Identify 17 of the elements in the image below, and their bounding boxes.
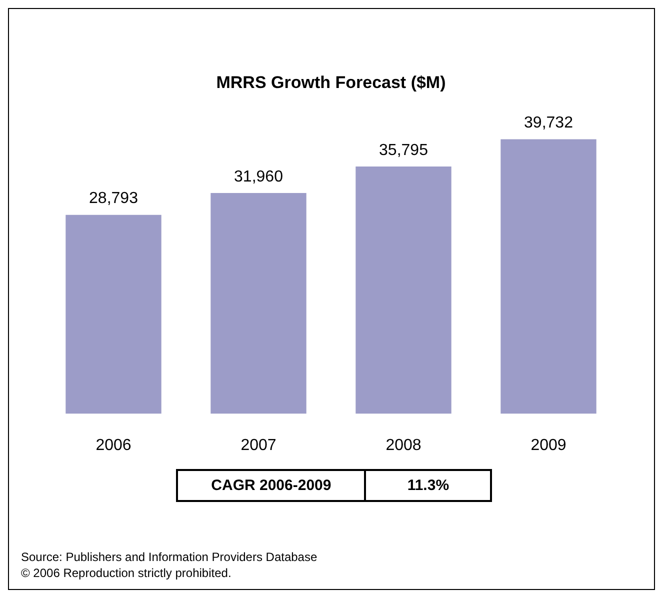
source-note: Source: Publishers and Information Providers Database: [21, 549, 318, 565]
bar: [66, 214, 162, 414]
text: © 2006 Reproduction strictly prohibited.: [21, 565, 232, 581]
data-label: 35,795: [379, 142, 428, 159]
chart-title: MRRS Growth Forecast ($M): [216, 72, 446, 92]
text: 11.3%: [365, 470, 491, 501]
bar: [356, 166, 452, 414]
data-label: 28,793: [89, 190, 138, 208]
text: CAGR 2006-2009: [177, 470, 366, 501]
x-tick-label: 2006: [96, 436, 132, 454]
data-label: 31,960: [234, 168, 284, 186]
data-label: 39,732: [524, 114, 574, 132]
x-tick-label: 2008: [386, 436, 422, 454]
bar: [500, 139, 596, 414]
x-tick-label: 2007: [240, 436, 276, 454]
bar: [210, 192, 306, 414]
x-tick-label: 2009: [530, 436, 566, 454]
